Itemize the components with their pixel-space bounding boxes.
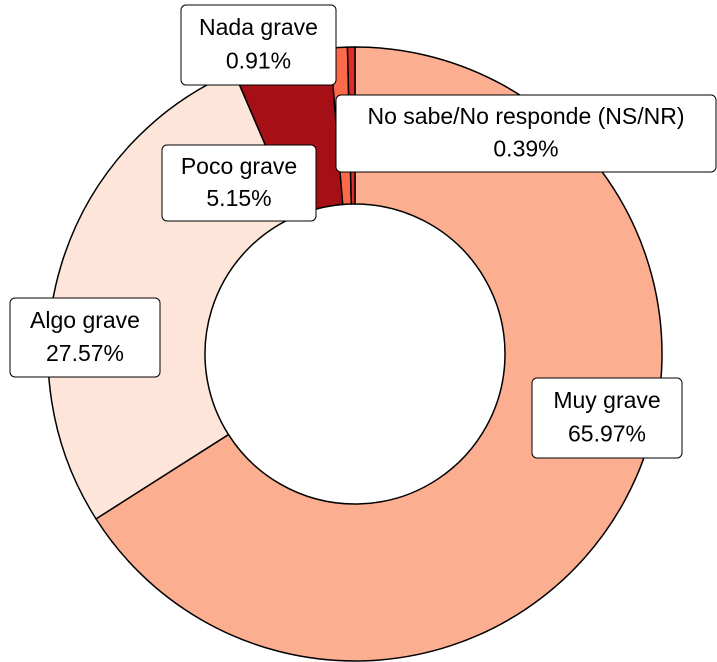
slice-value-label: 0.91% — [226, 48, 291, 74]
donut-slice — [94, 46, 663, 662]
slice-value-label: 27.57% — [46, 340, 124, 366]
slice-label: Nada grave — [199, 14, 318, 40]
slice-value-label: 0.39% — [493, 136, 558, 162]
label-box — [531, 377, 683, 459]
label-box — [161, 144, 317, 222]
slice-label: Muy grave — [553, 387, 660, 413]
donut-slice — [47, 70, 297, 520]
slice-label: Algo grave — [30, 307, 140, 333]
slice-value-label: 65.97% — [568, 421, 646, 447]
label-box — [9, 297, 161, 378]
slice-label: Poco grave — [181, 153, 297, 179]
label-box — [180, 4, 337, 86]
label-box — [335, 94, 717, 173]
slice-label: No sabe/No responde (NS/NR) — [367, 103, 684, 129]
slice-value-label: 5.15% — [206, 185, 271, 211]
